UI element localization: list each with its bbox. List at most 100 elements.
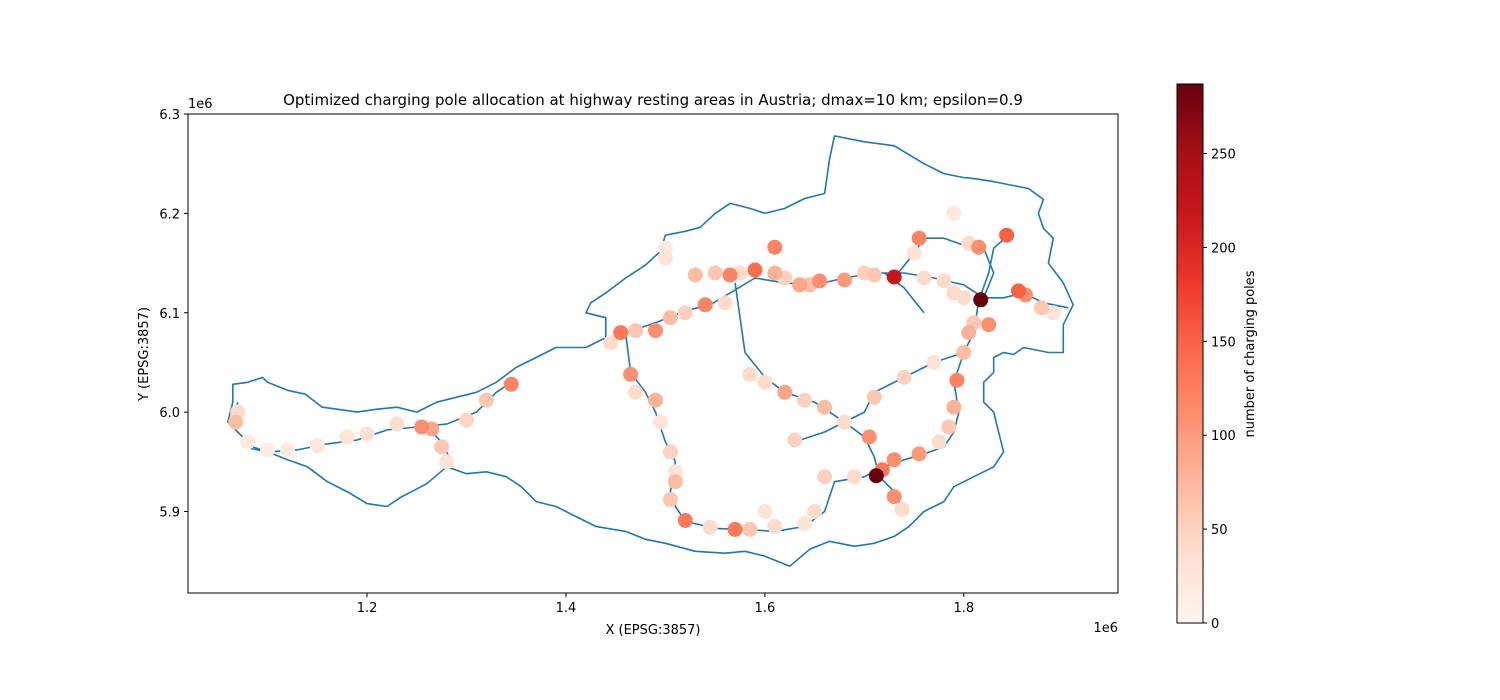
charging-point: [971, 239, 987, 255]
colorbar-tick-label: 250: [1211, 147, 1236, 162]
charging-point: [697, 297, 713, 313]
charging-point: [628, 323, 644, 339]
charging-point: [667, 474, 683, 490]
y-tick-label: 6.1: [159, 307, 180, 322]
charging-point: [846, 469, 862, 485]
charging-point: [662, 310, 678, 326]
charging-point: [866, 389, 882, 405]
charging-point: [861, 429, 877, 445]
y-tick-label: 5.9: [159, 506, 180, 521]
charging-point: [941, 419, 957, 435]
charging-point: [896, 369, 912, 385]
charging-point: [812, 273, 828, 289]
charging-point: [894, 502, 910, 517]
charging-point: [936, 273, 952, 289]
charging-point: [603, 335, 619, 351]
charging-point: [613, 325, 629, 341]
charging-point: [503, 376, 519, 392]
charging-point: [886, 269, 902, 285]
charging-point: [677, 513, 693, 528]
charging-point: [999, 227, 1015, 243]
charging-point: [648, 323, 663, 339]
charging-point: [228, 414, 244, 430]
charging-point: [623, 366, 639, 382]
charging-point: [280, 442, 295, 458]
y-offset-label: 1e6: [188, 97, 213, 112]
charging-point: [931, 434, 947, 450]
y-axis-ticks: 5.9 6.0 6.1 6.2 6.3: [159, 108, 188, 521]
charging-point: [837, 272, 852, 288]
charging-point: [309, 438, 325, 454]
charging-point: [757, 374, 773, 390]
charging-point: [916, 270, 932, 286]
charging-point: [817, 399, 833, 415]
charging-point: [727, 521, 743, 537]
colorbar-label: number of charging poles: [1243, 270, 1258, 437]
charging-point: [742, 366, 758, 382]
charging-point: [702, 519, 718, 535]
y-tick-label: 6.2: [159, 207, 180, 222]
y-axis-label: Y (EPSG:3857): [137, 307, 152, 402]
charging-point: [956, 290, 972, 306]
colorbar-ticks: 0 50 100 150 200 250: [1203, 147, 1236, 632]
charging-point: [817, 469, 833, 485]
plot-frame: [187, 113, 1119, 594]
charging-point: [926, 354, 942, 370]
charging-point: [648, 392, 663, 408]
charging-point: [1033, 300, 1049, 316]
charging-point: [787, 432, 803, 448]
charging-point: [747, 262, 763, 278]
colorbar-tick-label: 150: [1211, 335, 1236, 350]
charging-point: [797, 515, 813, 531]
charging-point: [653, 414, 668, 430]
colorbar-tick-label: 100: [1211, 429, 1236, 444]
charging-point: [707, 265, 723, 281]
colorbar-tick-label: 50: [1211, 523, 1228, 538]
charging-point: [956, 345, 972, 360]
charging-point: [866, 267, 882, 283]
charging-point: [797, 392, 813, 408]
charging-point: [767, 518, 783, 534]
charging-point: [742, 521, 758, 537]
charging-point: [973, 292, 989, 308]
x-tick-label: 1.6: [755, 601, 776, 616]
charging-point: [792, 277, 808, 293]
charging-point: [414, 419, 430, 435]
charging-point: [657, 250, 673, 266]
y-tick-label: 6.0: [159, 406, 180, 421]
charging-point: [260, 442, 276, 458]
colorbar-tick-label: 0: [1211, 617, 1219, 632]
charging-point: [359, 426, 375, 442]
y-tick-label: 6.3: [159, 108, 180, 123]
charging-point: [946, 205, 962, 221]
charging-point: [767, 265, 783, 281]
charging-point: [687, 267, 703, 283]
charging-point: [961, 325, 977, 341]
charging-point: [949, 372, 965, 388]
charging-point: [662, 444, 678, 460]
charging-point: [459, 412, 474, 428]
x-tick-label: 1.2: [357, 601, 378, 616]
x-offset-label: 1e6: [1093, 621, 1118, 636]
charging-point: [757, 504, 773, 519]
charging-point: [911, 230, 927, 246]
charging-point: [1045, 305, 1061, 321]
charging-point: [886, 452, 902, 468]
charging-point: [677, 305, 693, 321]
charging-point: [240, 434, 256, 450]
charging-point: [886, 489, 902, 505]
colorbar: [1176, 83, 1204, 624]
charging-points-layer: [228, 205, 1061, 537]
charging-point: [946, 399, 962, 415]
charging-point: [981, 317, 997, 333]
charging-point: [434, 439, 450, 455]
charging-point: [911, 446, 927, 462]
x-axis-label: X (EPSG:3857): [605, 623, 700, 638]
x-tick-label: 1.8: [953, 601, 974, 616]
charging-point: [439, 454, 455, 470]
charging-point: [767, 239, 783, 255]
charging-point: [662, 492, 678, 508]
charging-point: [628, 384, 644, 400]
charging-point: [868, 468, 884, 484]
